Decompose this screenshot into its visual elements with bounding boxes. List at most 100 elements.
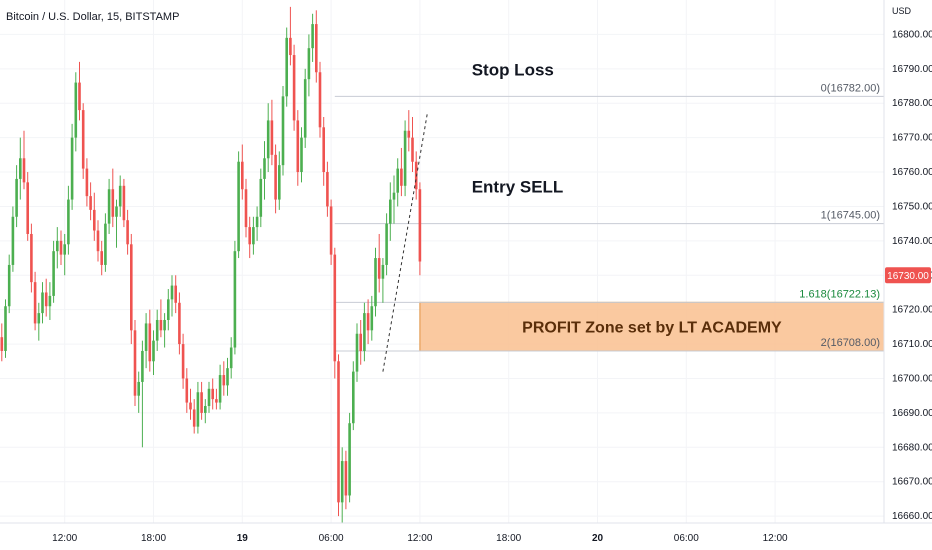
candle-body — [137, 381, 140, 396]
candle-body — [322, 127, 325, 173]
candle-body — [348, 423, 351, 496]
entry-sell-label: Entry SELL — [472, 178, 564, 197]
time-tick-label: 20 — [592, 533, 604, 544]
time-tick-label: 18:00 — [496, 533, 521, 544]
candle-body — [144, 323, 148, 351]
trend-line — [382, 113, 428, 372]
candle-body — [333, 254, 337, 362]
candle-body — [285, 37, 288, 97]
candle-body — [192, 409, 196, 427]
price-tick-label: 16720.00 — [892, 305, 932, 316]
candle-body — [344, 461, 348, 496]
time-tick-label: 06:00 — [674, 533, 699, 544]
candle-body — [252, 227, 255, 245]
candle-body — [111, 189, 115, 217]
candle-body — [340, 461, 344, 503]
price-tick-label: 16740.00 — [892, 236, 932, 247]
price-tick-label: 16680.00 — [892, 442, 932, 453]
candle-body — [44, 292, 48, 307]
time-tick-label: 06:00 — [319, 533, 344, 544]
price-tick-label: 16690.00 — [892, 408, 932, 419]
time-tick-label: 18:00 — [141, 533, 166, 544]
candle-body — [122, 185, 126, 221]
price-tick-label: 16790.00 — [892, 64, 932, 75]
candle-body — [211, 388, 214, 400]
candle-body — [11, 216, 15, 265]
candle-body — [174, 285, 177, 303]
candle-body — [81, 110, 85, 169]
candle-body — [104, 223, 107, 265]
candle-body — [366, 313, 370, 331]
candle-body — [37, 313, 41, 324]
candle-body — [130, 244, 133, 331]
candle-body — [315, 24, 318, 73]
candle-body — [33, 282, 37, 324]
candle-body — [204, 406, 207, 413]
stop-loss-label: Stop Loss — [472, 61, 554, 80]
time-axis[interactable]: 12:00 18:00 19 06:00 12:00 18:00 20 06:00 12:00 — [52, 533, 788, 544]
candle-body — [59, 240, 63, 255]
candles-layer — [0, 6, 422, 523]
candle-body — [148, 323, 152, 362]
candle-body — [270, 120, 274, 155]
candle-body — [41, 292, 44, 314]
candle-body — [185, 378, 189, 403]
candle-body — [78, 82, 81, 111]
candle-body — [407, 130, 411, 138]
price-tick-label: 16800.00 — [892, 29, 932, 40]
candle-body — [85, 168, 89, 197]
candle-body — [30, 233, 33, 283]
candle-body — [400, 168, 403, 186]
candle-body — [133, 330, 137, 396]
candle-body — [152, 340, 155, 362]
candle-body — [48, 295, 52, 307]
candle-body — [118, 185, 122, 207]
candle-body — [170, 285, 174, 300]
candle-body — [107, 189, 111, 224]
candle-body — [52, 251, 55, 296]
price-tick-label: 16670.00 — [892, 477, 932, 488]
candle-body — [141, 350, 144, 382]
candle-body — [237, 161, 240, 252]
candle-body — [196, 392, 200, 427]
candle-body — [89, 196, 92, 210]
candle-body — [255, 216, 259, 228]
price-tick-label: 16710.00 — [892, 339, 932, 350]
candle-body — [318, 72, 322, 128]
price-tick-label: 16770.00 — [892, 133, 932, 144]
candle-body — [363, 313, 366, 351]
candle-body — [159, 319, 163, 331]
candle-body — [0, 337, 4, 351]
candle-body — [389, 199, 392, 224]
candle-body — [385, 223, 388, 265]
candle-body — [370, 306, 374, 331]
candle-body — [266, 120, 270, 159]
candle-body — [352, 371, 355, 424]
candle-body — [215, 399, 218, 403]
candle-body — [296, 120, 300, 173]
candle-body — [418, 189, 422, 262]
candle-body — [229, 347, 233, 369]
candle-body — [300, 137, 303, 173]
price-axis[interactable]: 16800.00 16790.00 16780.00 16770.00 16760.00… — [885, 29, 932, 522]
candle-body — [274, 154, 277, 200]
candle-body — [248, 227, 251, 245]
candle-body — [163, 319, 166, 331]
candle-body — [181, 344, 185, 379]
symbol-title: Bitcoin / U.S. Dollar, 15, BITSTAMP — [6, 11, 179, 23]
candle-body — [377, 258, 381, 279]
candle-body — [263, 158, 266, 179]
candle-body — [226, 368, 229, 386]
annotations-layer: Stop Loss Entry SELL — [472, 61, 564, 197]
trendline-layer — [382, 113, 428, 372]
candle-body — [100, 251, 103, 265]
candle-body — [178, 302, 181, 345]
time-tick-label: 19 — [237, 533, 249, 544]
candle-body — [307, 48, 311, 80]
candle-body — [359, 333, 362, 351]
candle-body — [396, 168, 399, 193]
candle-body — [200, 392, 203, 413]
price-tick-label: 16660.00 — [892, 511, 932, 522]
